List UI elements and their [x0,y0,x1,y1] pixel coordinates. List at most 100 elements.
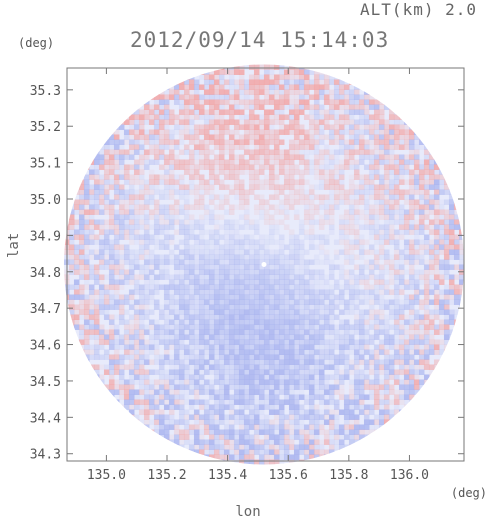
field-cell [163,154,170,160]
field-cell [423,174,430,180]
field-cell [318,219,325,225]
field-cell [323,299,330,305]
field-cell [398,329,405,335]
field-cell [358,124,365,130]
field-cell [208,454,215,460]
field-cell [418,339,425,345]
field-cell [268,214,275,220]
field-cell [88,304,95,310]
field-cell [378,239,385,245]
field-cell [403,259,410,265]
field-cell [228,219,235,225]
field-cell [403,374,410,380]
field-cell [98,144,105,150]
field-cell [278,154,285,160]
field-cell [108,339,115,345]
field-cell [253,329,260,335]
field-cell [263,149,270,155]
field-cell [353,124,360,130]
field-cell [208,239,215,245]
field-cell [318,169,325,175]
field-cell [388,229,395,235]
field-cell [78,189,85,195]
field-cell [178,329,185,335]
field-cell [233,189,240,195]
field-cell [103,389,110,395]
field-cell [93,159,100,165]
field-cell [128,179,135,185]
field-cell [133,394,140,400]
field-cell [293,164,300,170]
field-cell [128,224,135,230]
field-cell [388,184,395,190]
field-cell [248,174,255,180]
field-cell [178,274,185,280]
field-cell [123,209,130,215]
field-cell [258,299,265,305]
field-cell [398,389,405,395]
field-cell [168,284,175,290]
field-cell [398,349,405,355]
field-cell [138,294,145,300]
field-cell [353,129,360,135]
field-cell [338,374,345,380]
field-cell [218,384,225,390]
field-cell [428,169,435,175]
field-cell [333,114,340,120]
field-cell [153,159,160,165]
field-cell [218,344,225,350]
field-cell [173,164,180,170]
field-cell [308,354,315,360]
field-cell [373,99,380,105]
field-cell [403,294,410,300]
field-cell [353,109,360,115]
field-cell [343,359,350,365]
field-cell [113,344,120,350]
field-cell [108,149,115,155]
field-cell [348,174,355,180]
field-cell [193,309,200,315]
field-cell [103,139,110,145]
field-cell [213,94,220,100]
field-cell [288,234,295,240]
field-cell [283,199,290,205]
field-cell [213,409,220,415]
field-cell [308,84,315,90]
field-cell [413,364,420,370]
field-cell [123,174,130,180]
field-cell [93,199,100,205]
field-cell [413,274,420,280]
field-cell [153,119,160,125]
x-tick-label: 135.8 [329,468,368,483]
field-cell [288,239,295,245]
field-cell [378,149,385,155]
field-cell [298,349,305,355]
field-cell [143,219,150,225]
field-cell [348,159,355,165]
field-cell [143,264,150,270]
field-cell [128,129,135,135]
field-cell [303,219,310,225]
field-cell [443,294,450,300]
field-cell [128,219,135,225]
field-cell [278,124,285,130]
field-cell [218,179,225,185]
field-cell [68,254,75,260]
field-cell [163,89,170,95]
field-cell [398,164,405,170]
field-cell [443,249,450,255]
field-cell [278,384,285,390]
field-cell [378,274,385,280]
field-cell [238,429,245,435]
field-cell [188,129,195,135]
field-cell [163,369,170,375]
field-cell [328,89,335,95]
field-cell [358,404,365,410]
field-cell [338,119,345,125]
field-cell [163,124,170,130]
field-cell [418,304,425,310]
field-cell [353,419,360,425]
field-cell [158,139,165,145]
field-cell [403,209,410,215]
field-cell [343,249,350,255]
